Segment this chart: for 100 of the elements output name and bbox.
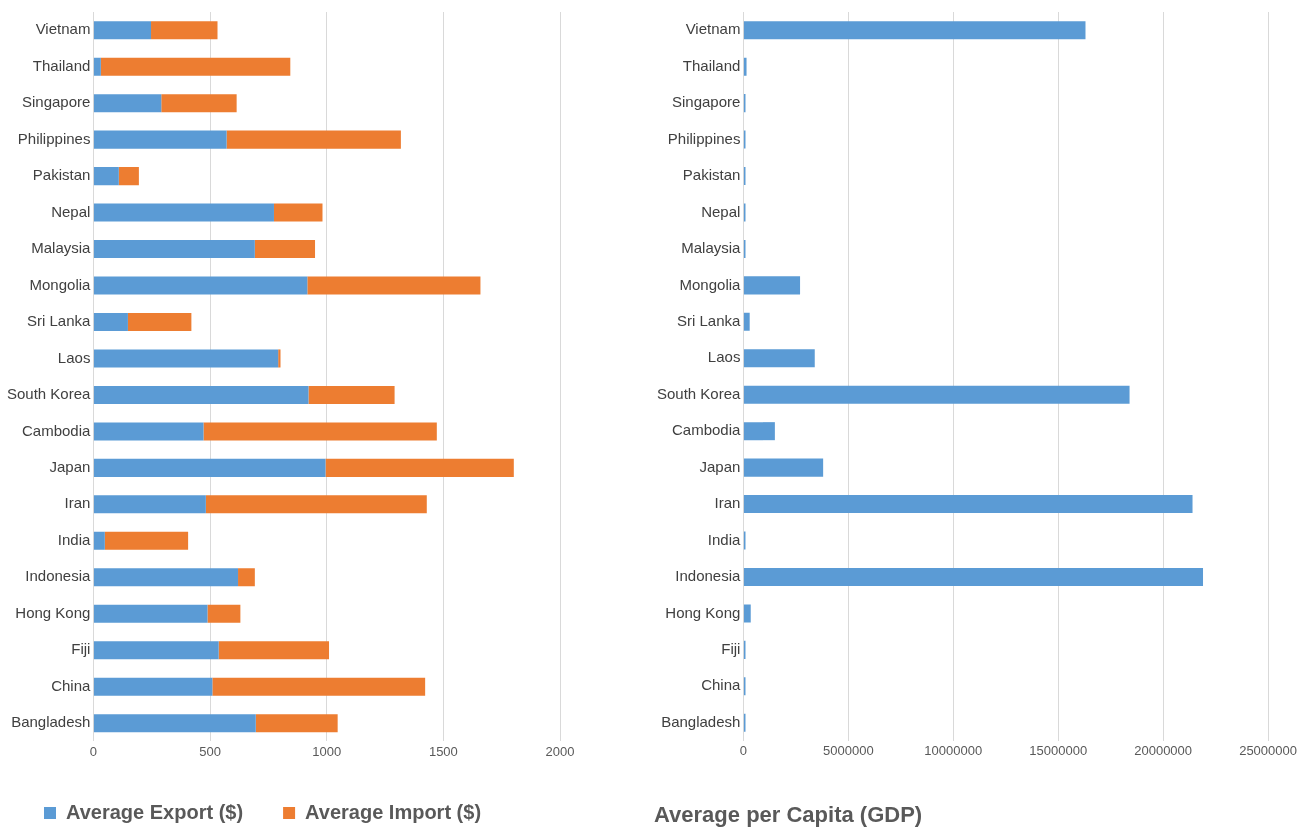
bar <box>307 276 481 295</box>
y-tick-label: Fiji <box>721 640 741 658</box>
y-tick-label: Vietnam <box>685 20 741 38</box>
bar <box>743 567 1204 586</box>
bar <box>93 203 274 222</box>
bar <box>93 714 256 733</box>
text: Average per Capita (GDP) <box>654 801 923 827</box>
y-tick-label: Sri Lanka <box>677 311 742 329</box>
x-tick-label: 0 <box>739 743 748 759</box>
bar <box>743 422 775 441</box>
bar <box>93 641 219 660</box>
bar <box>743 458 824 477</box>
bar <box>743 349 815 368</box>
x-tick-label: 25000000 <box>1239 743 1297 759</box>
y-tick-label: South Korea <box>656 384 742 402</box>
bar <box>743 495 1193 514</box>
x-tick-label: 0 <box>89 743 98 759</box>
bar <box>203 422 437 441</box>
bar <box>118 167 139 186</box>
y-tick-label: Malaysia <box>31 239 92 257</box>
y-tick-label: Iran <box>714 494 741 512</box>
x-tick-label: 1000 <box>312 743 342 759</box>
y-tick-label: Bangladesh <box>661 712 741 730</box>
bar <box>212 677 426 696</box>
bar <box>100 57 291 76</box>
bar <box>255 714 338 733</box>
y-tick-label: Japan <box>49 458 91 476</box>
legend-label: Average Export ($) <box>66 800 244 823</box>
y-tick-label: Hong Kong <box>15 603 91 621</box>
bar <box>743 21 1086 40</box>
y-tick-label: Nepal <box>701 202 741 220</box>
y-tick-label: Nepal <box>51 202 91 220</box>
y-tick-label: Indonesia <box>25 567 92 585</box>
legend-label: Average Import ($) <box>305 800 482 823</box>
y-tick-label: Thailand <box>32 56 91 74</box>
x-tick-label: 2000 <box>545 743 575 759</box>
y-tick-label: Malaysia <box>681 239 742 257</box>
y-tick-label: India <box>57 530 92 548</box>
y-tick-label: South Korea <box>6 385 92 403</box>
bar <box>325 458 514 477</box>
y-tick-label: Philippines <box>17 129 91 147</box>
bar <box>93 312 128 332</box>
x-tick-label: 5000000 <box>823 743 874 759</box>
y-tick-label: China <box>51 676 92 694</box>
bar <box>93 458 326 477</box>
y-tick-label: Sri Lanka <box>27 312 92 330</box>
y-tick-label: Cambodia <box>672 421 742 439</box>
bar <box>93 495 206 514</box>
bar <box>161 94 237 113</box>
x-tick-label: 1500 <box>428 743 458 759</box>
x-tick-label: 10000000 <box>924 743 983 759</box>
bar <box>93 385 309 404</box>
bar <box>743 276 801 295</box>
y-tick-label: Cambodia <box>22 421 92 439</box>
x-tick-label: 20000000 <box>1134 743 1193 759</box>
y-tick-label: Thailand <box>682 56 741 74</box>
bar <box>205 495 427 514</box>
y-tick-label: China <box>701 676 742 694</box>
bar <box>278 349 281 368</box>
bar <box>93 276 308 295</box>
bar <box>743 385 1130 404</box>
bar <box>743 57 747 76</box>
y-tick-label: Iran <box>64 494 91 512</box>
y-tick-label: Vietnam <box>35 20 91 38</box>
bar <box>743 312 750 331</box>
x-tick-label: 15000000 <box>1029 743 1088 759</box>
y-tick-label: Mongolia <box>679 275 742 293</box>
y-tick-label: Hong Kong <box>665 603 741 621</box>
y-tick-label: Japan <box>699 457 741 475</box>
bar <box>93 677 213 696</box>
bar <box>93 94 162 113</box>
bar <box>238 568 255 587</box>
bar <box>207 604 241 623</box>
bar <box>254 240 316 259</box>
bar <box>93 240 255 259</box>
bar <box>93 604 208 623</box>
bar <box>127 312 192 332</box>
y-tick-label: Indonesia <box>675 567 742 585</box>
y-tick-label: Laos <box>707 348 741 366</box>
bar <box>93 422 204 441</box>
y-tick-label: Bangladesh <box>11 713 91 731</box>
bar <box>226 130 401 149</box>
y-tick-label: Singapore <box>672 93 741 111</box>
bar <box>104 531 189 550</box>
bar <box>93 21 152 40</box>
y-tick-label: Philippines <box>667 129 741 147</box>
bar <box>273 203 323 222</box>
bar <box>93 167 119 186</box>
bar <box>93 130 227 149</box>
bar <box>218 641 330 660</box>
y-tick-label: Pakistan <box>682 166 741 184</box>
bar <box>93 57 101 76</box>
bar <box>151 21 218 40</box>
y-tick-label: Singapore <box>22 93 91 111</box>
y-tick-label: Mongolia <box>29 275 92 293</box>
bar <box>93 568 239 587</box>
bar <box>93 531 105 550</box>
bar <box>308 385 395 404</box>
y-tick-label: India <box>707 530 742 548</box>
bar <box>93 349 279 368</box>
